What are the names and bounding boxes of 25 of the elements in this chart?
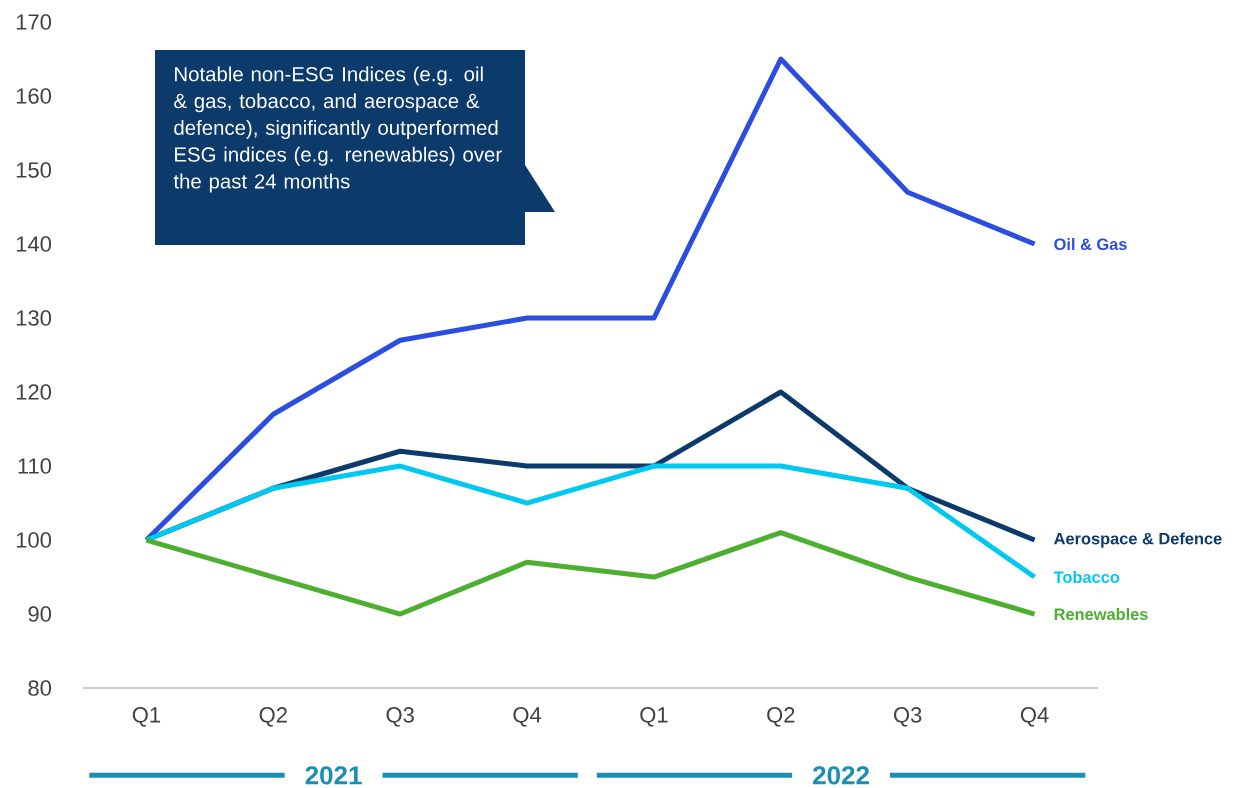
y-tick-label: 170 [16, 14, 52, 30]
annotation: Notable non-ESG Indices (e.g. oil & gas, tobacco, and aerospace & defence), significantly outperformed ESG indices (e.g. renewables) over the past 24 months [173, 66, 502, 193]
x-tick-label: Q4 [513, 707, 542, 727]
series-label: Oil & Gas [1054, 238, 1127, 251]
y-tick-label: 90 [28, 606, 52, 622]
x-tick-label: Q3 [386, 707, 414, 727]
x-tick-label: Q4 [1020, 707, 1049, 727]
series-label: Renewables [1054, 608, 1148, 621]
x-tick-label: Q1 [640, 707, 668, 727]
y-tick-label: 110 [18, 458, 52, 474]
x-tick-label: Q2 [259, 707, 287, 727]
x-tick-label: Q1 [132, 707, 161, 727]
y-tick-label: 130 [16, 310, 52, 326]
text: 2022 [813, 766, 869, 785]
y-tick-label: 100 [16, 532, 52, 548]
series-label: Tobacco [1053, 571, 1120, 584]
series-label: Aerospace & Defence [1054, 532, 1222, 548]
y-tick-label: 140 [16, 236, 52, 252]
y-tick-label: 120 [16, 384, 52, 400]
y-tick-label: 150 [16, 162, 52, 178]
y-tick-label: 80 [28, 680, 52, 696]
x-tick-label: Q3 [894, 707, 922, 727]
y-tick-label: 160 [16, 88, 52, 104]
text: 2021 [305, 766, 362, 785]
x-tick-label: Q2 [767, 707, 795, 727]
